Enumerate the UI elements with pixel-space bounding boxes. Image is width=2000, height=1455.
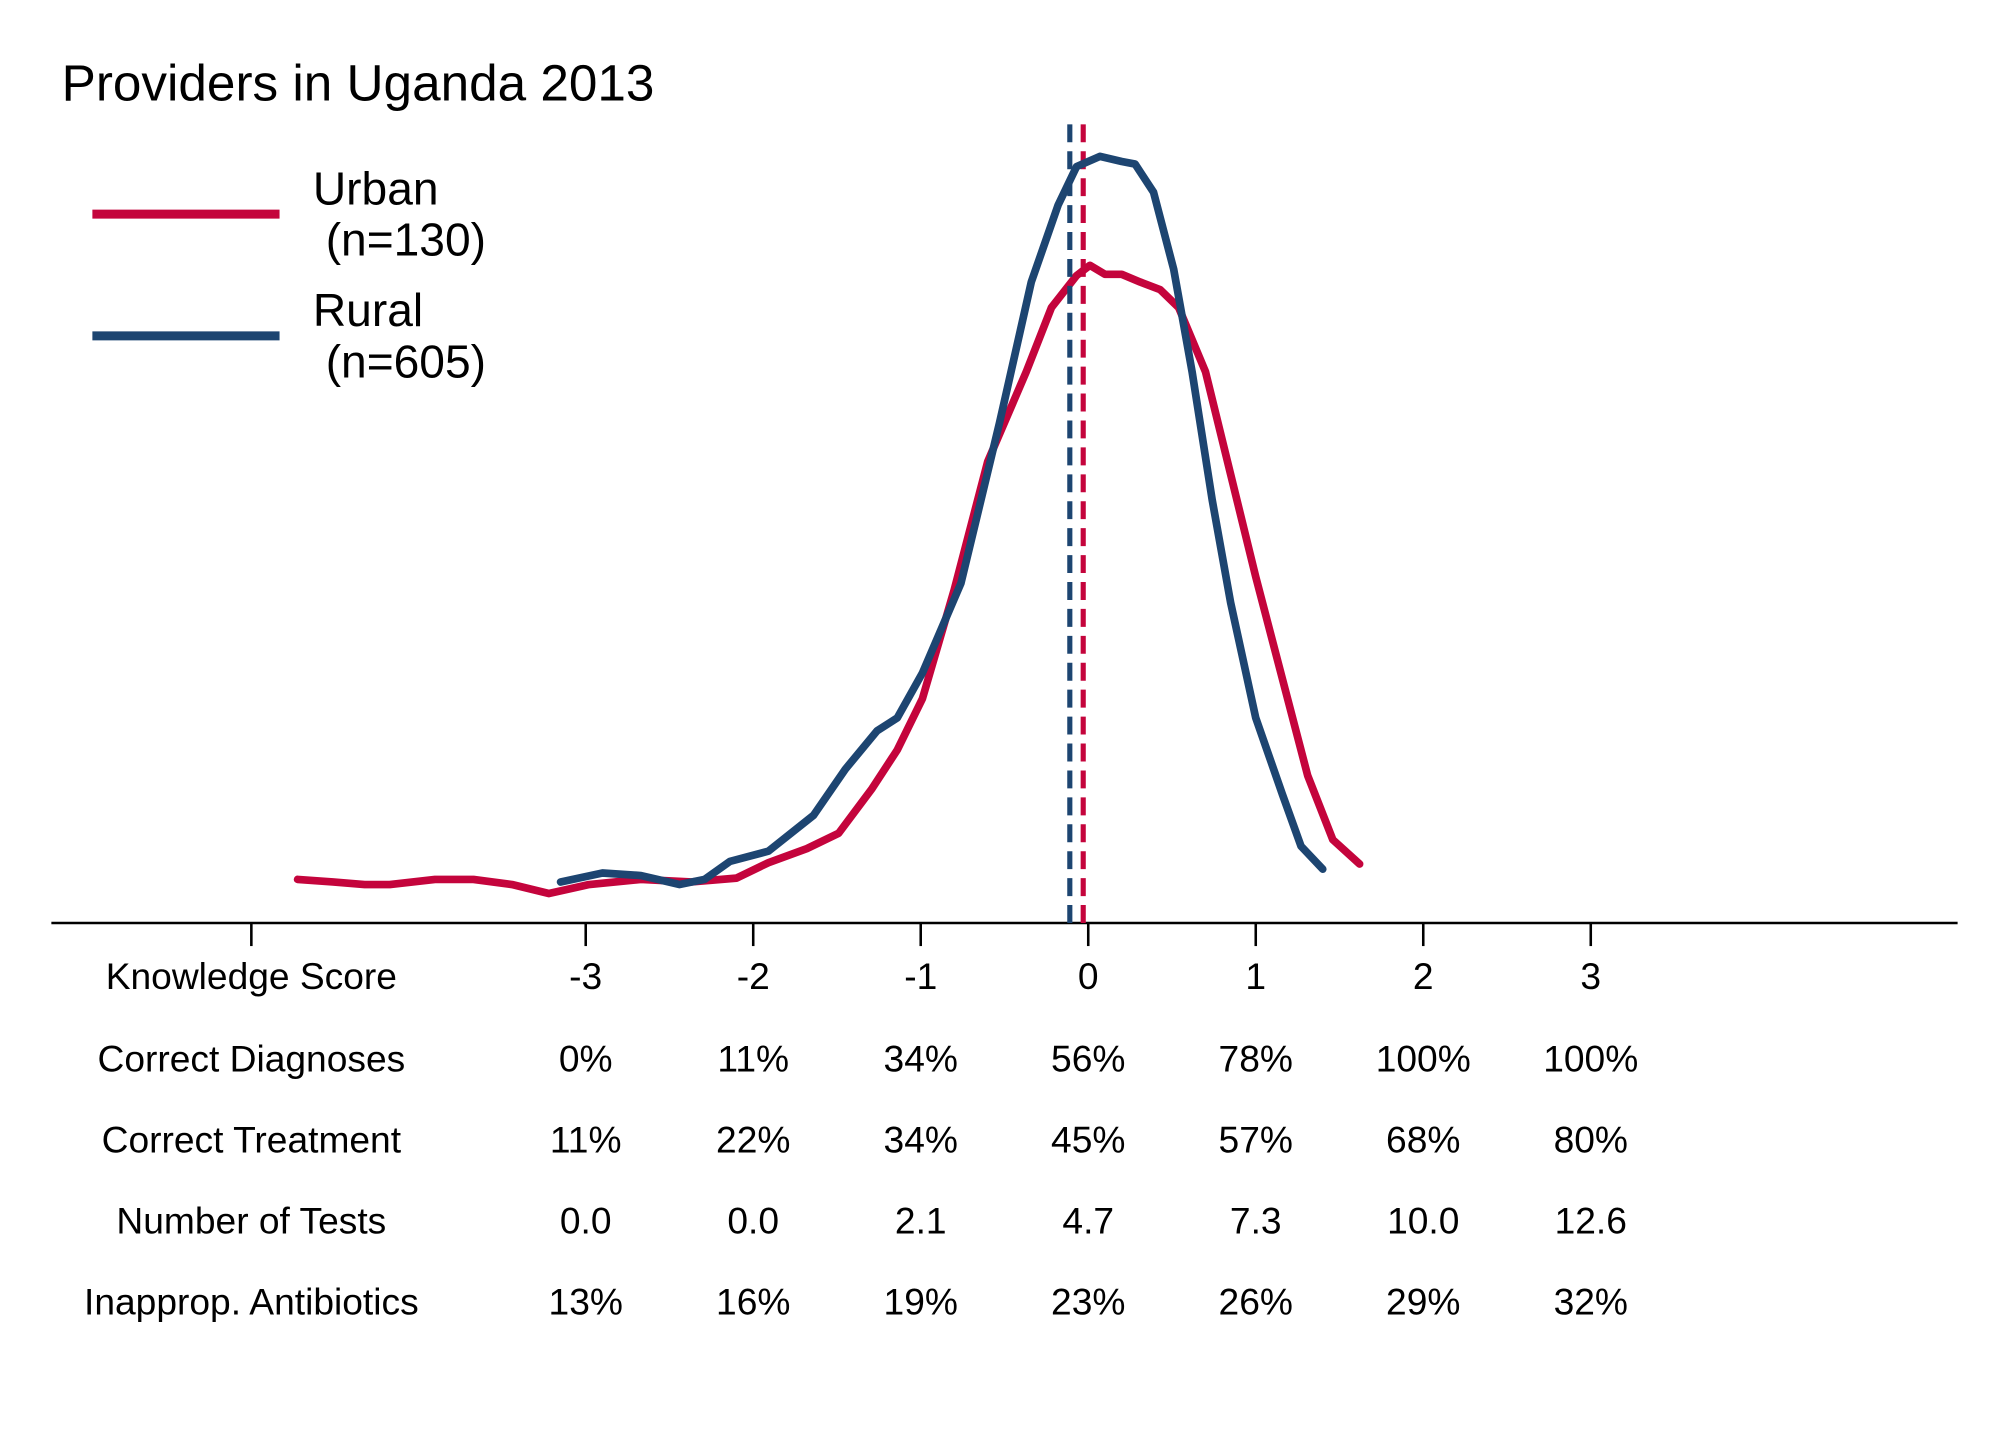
x-tick-label: 2	[1413, 955, 1434, 997]
table-cell: 11%	[717, 1037, 789, 1079]
table-cell: 2.1	[895, 1200, 947, 1242]
table-cell: 78%	[1219, 1037, 1293, 1079]
x-tick-label: -1	[904, 955, 937, 997]
table-cell: 22%	[716, 1118, 790, 1160]
legend-line: (n=130)	[326, 214, 486, 266]
table-cell: 16%	[716, 1281, 790, 1323]
table-cell: 4.7	[1062, 1200, 1114, 1242]
table-cell: 68%	[1386, 1118, 1460, 1160]
table-cell: 57%	[1219, 1118, 1293, 1160]
density-line	[556, 152, 1327, 889]
table-cell: 12.6	[1555, 1200, 1627, 1242]
table-cell: 0.0	[560, 1200, 612, 1242]
table-cell: 0.0	[727, 1200, 779, 1242]
legend-line: Urban	[313, 162, 439, 214]
table-cell: 80%	[1554, 1118, 1628, 1160]
table-cell: 0%	[559, 1037, 613, 1079]
table-cell: 23%	[1051, 1281, 1125, 1323]
row-label: Inapprop. Antibiotics	[84, 1281, 419, 1323]
table-cell: 34%	[884, 1037, 958, 1079]
row-label: Correct Treatment	[102, 1118, 402, 1160]
legend-line: (n=605)	[326, 336, 486, 388]
x-tick-label: 0	[1078, 955, 1099, 997]
x-tick-label: -2	[737, 955, 770, 997]
x-tick-label: 1	[1245, 955, 1266, 997]
table-cell: 26%	[1219, 1281, 1293, 1323]
table-cell: 13%	[549, 1281, 623, 1323]
table-cell: 32%	[1554, 1281, 1628, 1323]
table-cell: 10.0	[1387, 1200, 1459, 1242]
table-cell: 29%	[1386, 1281, 1460, 1323]
table-cell: 100%	[1376, 1037, 1471, 1079]
table-cell: 11%	[550, 1118, 622, 1160]
table-cell: 100%	[1543, 1037, 1638, 1079]
x-axis-label: Knowledge Score	[106, 955, 397, 997]
legend-label: Rural (n=605)	[313, 284, 486, 387]
row-label: Number of Tests	[116, 1200, 386, 1242]
table-cell: 34%	[884, 1118, 958, 1160]
row-label: Correct Diagnoses	[97, 1037, 405, 1079]
x-tick-label: -3	[569, 955, 602, 997]
table-cell: 45%	[1051, 1118, 1125, 1160]
legend-label: Urban (n=130)	[313, 162, 486, 265]
x-tick-label: 3	[1580, 955, 1601, 997]
table-cell: 19%	[884, 1281, 958, 1323]
legend-line: Rural	[313, 284, 423, 336]
table-cell: 56%	[1051, 1037, 1125, 1079]
chart-title: Providers in Uganda 2013	[62, 55, 655, 112]
table-cell: 7.3	[1230, 1200, 1282, 1242]
